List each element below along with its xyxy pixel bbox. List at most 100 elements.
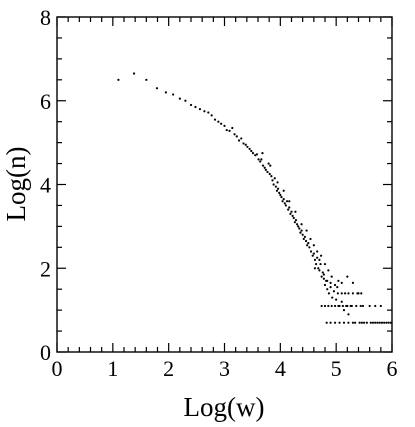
data-point (259, 160, 262, 163)
data-point (316, 256, 319, 259)
data-point (346, 304, 349, 308)
y-tick-label: 0 (40, 340, 51, 365)
x-tick-label: 1 (107, 356, 118, 381)
data-point (326, 288, 329, 291)
data-point (326, 279, 329, 282)
data-point (220, 122, 223, 125)
data-point (292, 216, 295, 220)
data-point (228, 129, 231, 132)
data-point (260, 158, 263, 161)
data-point (210, 114, 213, 117)
data-point (344, 292, 347, 295)
data-point (213, 118, 217, 121)
data-point (342, 321, 346, 324)
data-point (360, 321, 363, 324)
x-axis-title: Log(w) (184, 392, 265, 422)
data-point (297, 225, 300, 228)
data-point (346, 275, 349, 278)
data-point (379, 304, 382, 308)
data-point (306, 244, 309, 247)
data-point (331, 296, 334, 299)
data-point (275, 189, 279, 192)
data-point (323, 283, 327, 287)
data-point (305, 229, 308, 232)
data-point (194, 105, 197, 109)
data-point (320, 304, 323, 308)
data-point (351, 321, 355, 324)
data-points (117, 72, 392, 324)
data-point (385, 321, 388, 324)
data-point (378, 321, 381, 324)
data-point (207, 111, 210, 114)
data-point (278, 191, 281, 194)
data-point (217, 120, 220, 123)
data-point (248, 147, 251, 151)
data-point (272, 183, 275, 186)
data-point (361, 304, 365, 308)
data-point (270, 175, 273, 178)
data-point (312, 244, 315, 247)
data-point (337, 304, 340, 308)
data-point (309, 250, 313, 253)
data-point (359, 304, 362, 308)
data-point (320, 275, 323, 278)
data-point (322, 277, 325, 280)
data-point (274, 185, 277, 188)
data-point (387, 321, 390, 324)
data-point (341, 304, 344, 308)
data-point (309, 237, 312, 241)
data-point (383, 321, 386, 324)
data-point (264, 168, 267, 171)
data-point (340, 292, 343, 295)
data-point (347, 321, 350, 324)
data-point (330, 275, 333, 278)
data-point (300, 223, 303, 226)
data-point (287, 208, 290, 211)
data-point (374, 321, 377, 324)
data-point (237, 139, 241, 142)
data-point (298, 227, 301, 230)
y-tick-label: 6 (40, 89, 51, 114)
data-point (354, 321, 357, 324)
data-point (281, 200, 284, 203)
data-point (365, 321, 368, 324)
data-point (172, 93, 175, 96)
data-point (233, 133, 236, 136)
y-tick-label: 4 (40, 173, 51, 198)
data-point (261, 164, 265, 167)
data-point (269, 164, 272, 167)
data-point (235, 135, 238, 138)
data-point (374, 304, 377, 308)
data-point (333, 304, 337, 308)
data-point (164, 91, 167, 94)
data-point (277, 187, 280, 190)
data-point (288, 206, 291, 209)
data-point (117, 78, 120, 81)
data-point (284, 204, 288, 207)
data-point (271, 179, 274, 182)
data-point (313, 267, 317, 270)
data-point (279, 193, 282, 197)
data-point (316, 250, 319, 253)
data-point (355, 304, 358, 308)
data-point (314, 262, 318, 266)
data-point (311, 254, 314, 257)
data-point (295, 223, 299, 226)
data-point (251, 151, 255, 155)
data-point (300, 229, 303, 232)
data-point (301, 233, 304, 236)
data-point (329, 281, 332, 285)
data-point (289, 212, 292, 215)
data-point (282, 189, 285, 192)
data-point (293, 221, 296, 224)
y-tick-label: 8 (40, 5, 51, 30)
data-point (340, 281, 343, 285)
data-point (318, 258, 321, 261)
data-point (290, 210, 293, 213)
x-tick-label: 5 (331, 356, 342, 381)
data-point (299, 231, 302, 234)
data-point (312, 252, 315, 255)
data-point (145, 78, 148, 81)
data-point (342, 309, 346, 312)
